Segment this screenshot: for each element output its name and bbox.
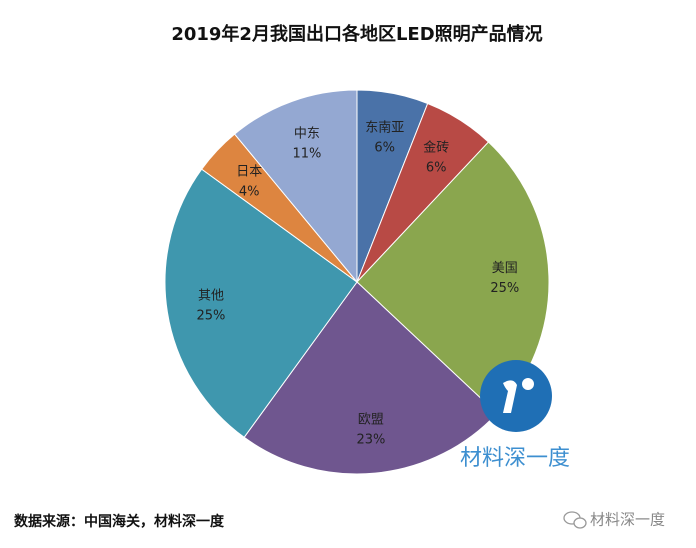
slice-value-label: 6%: [374, 140, 395, 155]
source-note: 数据来源：中国海关，材料深一度: [14, 513, 225, 530]
slice-label: 日本: [236, 164, 262, 179]
slice-value-label: 23%: [356, 433, 385, 448]
logo-mark: [503, 380, 517, 413]
pie-slice: [164, 168, 358, 439]
slice-label: 中东: [294, 126, 320, 141]
wechat-icon: [563, 511, 587, 529]
slice-value-label: 11%: [292, 146, 321, 161]
slice-label: 金砖: [423, 140, 449, 156]
slice-label: 欧盟: [358, 413, 384, 428]
pie-slice: [233, 89, 358, 284]
slice-label: 其他: [198, 289, 224, 304]
logo-dot: [522, 378, 534, 390]
brand: 材料深一度: [590, 511, 665, 529]
pie-slice: [243, 281, 498, 475]
slice-label: 东南亚: [365, 119, 404, 135]
pie: 东南亚 6% 金砖 6% 美国 25% 欧盟 23% 其他 25% 日本 4% 中东 11%: [164, 89, 550, 475]
logo: [480, 360, 552, 432]
slice-label: 美国: [492, 261, 518, 276]
watermark: 材料深一度: [460, 446, 570, 471]
slice-value-label: 25%: [197, 309, 226, 324]
chart-title: 2019年2月我国出口各地区LED照明产品情况: [171, 23, 542, 45]
slice-value-label: 25%: [490, 281, 519, 296]
slice-value-label: 4%: [239, 184, 260, 199]
slice-value-label: 6%: [426, 161, 447, 176]
